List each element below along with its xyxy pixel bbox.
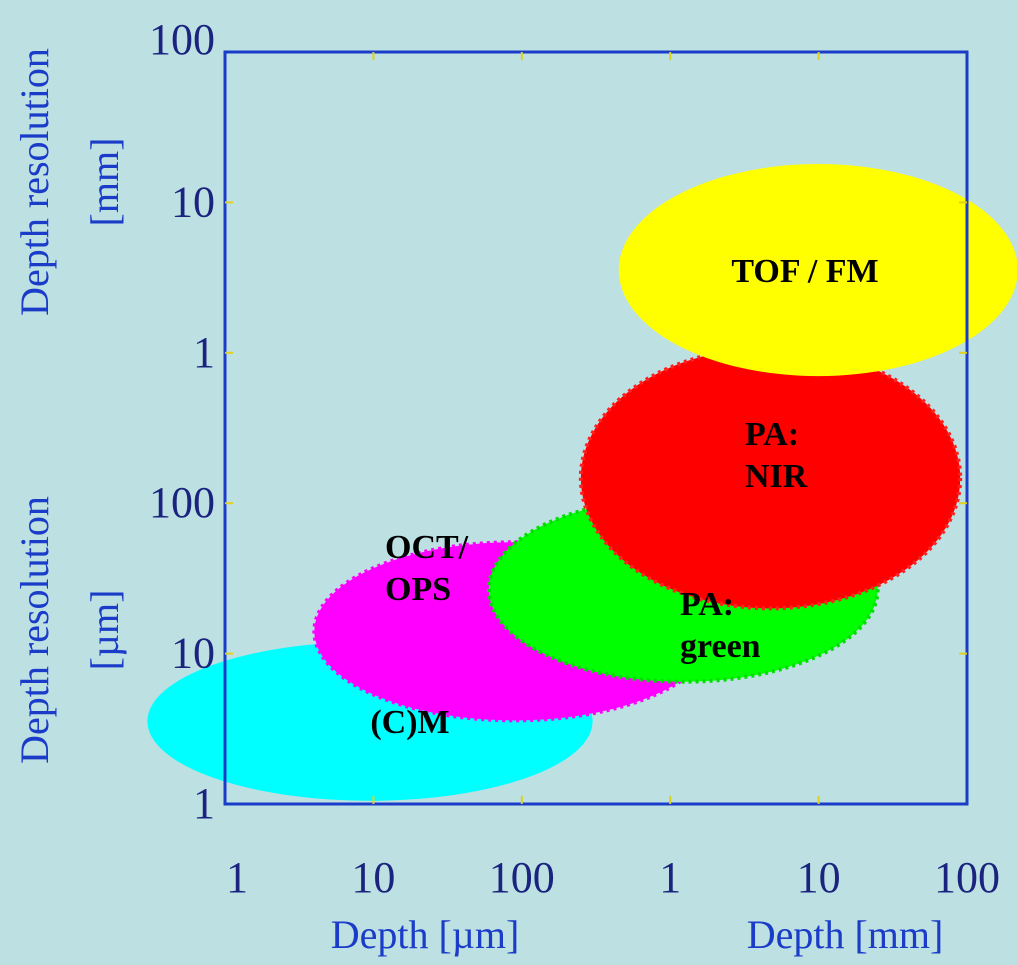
region-label-tof-fm-1: TOF / FM: [731, 253, 878, 290]
region-labels: (C)M OCT/OPS PA: green PA: NIR TOF / FM: [370, 253, 878, 741]
region-label-oct-ops-2: OPS: [385, 571, 451, 608]
region-outline-pa-green: [486, 494, 880, 684]
y-axis-title-mm-line2: [mm]: [82, 138, 127, 227]
y-tick-label-0: 1: [193, 779, 215, 828]
x-axis-title-um: Depth [µm]: [331, 912, 520, 957]
region-label-pa-nir-1: PA:: [745, 416, 799, 453]
y-axis-title-um: Depth resolution [µm]: [12, 496, 127, 764]
region-tof-fm: [618, 164, 1017, 377]
y-tick-label-1: 10: [171, 629, 215, 678]
y-axis-title-um-line2: [µm]: [82, 590, 127, 671]
x-tick-label-4: 10: [797, 853, 841, 902]
x-tick-label-1: 10: [351, 853, 395, 902]
y-tick-label-3: 1: [193, 328, 215, 377]
regions: [147, 164, 1017, 801]
plot-frame: [223, 50, 969, 806]
x-axis-title-mm: Depth [mm]: [747, 912, 944, 957]
x-tick-label-3: 1: [659, 853, 681, 902]
x-tick-label-2: 100: [489, 853, 555, 902]
region-label-c-m-1: (C)M: [370, 704, 449, 741]
region-label-oct-ops-1: OCT/: [385, 529, 469, 566]
y-tick-labels: 1 10 100 1 10 100: [149, 15, 215, 828]
tick-marks: [225, 52, 967, 804]
region-outline-pa-nir: [578, 345, 963, 611]
x-tick-labels: 1 10 100 1 10 100: [226, 853, 1000, 902]
y-tick-label-2: 100: [149, 478, 215, 527]
y-axis-title-mm: Depth resolution [mm]: [12, 48, 127, 316]
x-tick-label-5: 100: [934, 853, 1000, 902]
y-axis-title-um-line1: Depth resolution: [12, 496, 57, 764]
region-label-pa-green-1: PA:: [680, 586, 734, 623]
y-axis-title-mm-line1: Depth resolution: [12, 48, 57, 316]
region-label-pa-green-2: green: [680, 628, 761, 665]
region-label-pa-nir-2: NIR: [745, 458, 808, 495]
x-tick-label-0: 1: [226, 853, 248, 902]
region-pa-nir: [580, 347, 961, 609]
y-tick-label-4: 10: [171, 177, 215, 226]
y-tick-label-5: 100: [149, 15, 215, 64]
